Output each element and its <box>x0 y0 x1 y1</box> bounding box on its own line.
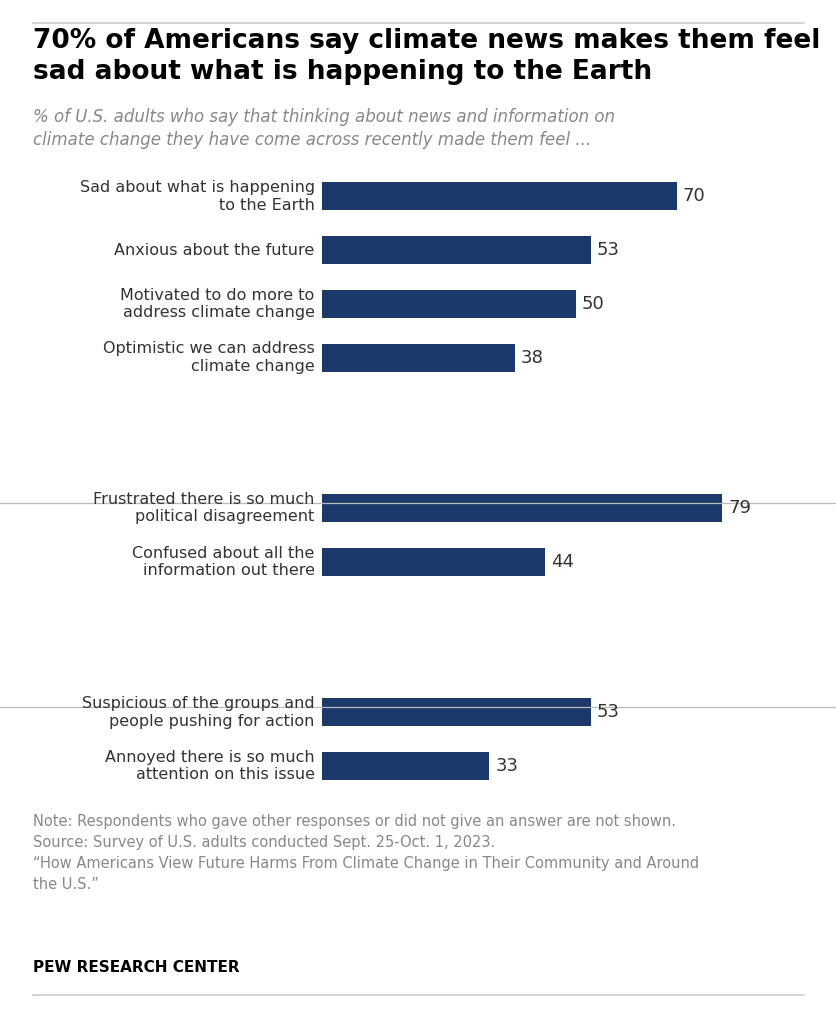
Text: 53: 53 <box>596 703 619 722</box>
Text: Suspicious of the groups and
people pushing for action: Suspicious of the groups and people push… <box>82 696 314 729</box>
Bar <box>322 237 590 264</box>
Text: 53: 53 <box>596 241 619 259</box>
Text: 38: 38 <box>520 348 543 367</box>
Bar <box>322 344 514 372</box>
Text: Note: Respondents who gave other responses or did not give an answer are not sho: Note: Respondents who gave other respons… <box>33 814 699 892</box>
Text: Anxious about the future: Anxious about the future <box>115 243 314 258</box>
Bar <box>322 290 575 317</box>
Text: Sad about what is happening
to the Earth: Sad about what is happening to the Earth <box>79 180 314 213</box>
Text: % of U.S. adults who say that thinking about news and information on
climate cha: % of U.S. adults who say that thinking a… <box>33 108 614 150</box>
Text: PEW RESEARCH CENTER: PEW RESEARCH CENTER <box>33 959 240 975</box>
Text: 79: 79 <box>727 499 751 517</box>
Text: 33: 33 <box>495 757 517 775</box>
Text: Motivated to do more to
address climate change: Motivated to do more to address climate … <box>120 288 314 321</box>
Text: Optimistic we can address
climate change: Optimistic we can address climate change <box>103 341 314 374</box>
Bar <box>322 753 489 780</box>
Text: 70: 70 <box>682 187 705 206</box>
Text: 44: 44 <box>551 553 573 571</box>
Text: 70% of Americans say climate news makes them feel
sad about what is happening to: 70% of Americans say climate news makes … <box>33 28 820 85</box>
Bar <box>322 698 590 726</box>
Text: Annoyed there is so much
attention on this issue: Annoyed there is so much attention on th… <box>104 750 314 782</box>
Text: 50: 50 <box>581 295 604 313</box>
Text: Confused about all the
information out there: Confused about all the information out t… <box>132 546 314 579</box>
Text: Frustrated there is so much
political disagreement: Frustrated there is so much political di… <box>93 492 314 524</box>
Bar <box>322 182 676 210</box>
Bar <box>322 548 544 575</box>
Bar <box>322 495 721 522</box>
